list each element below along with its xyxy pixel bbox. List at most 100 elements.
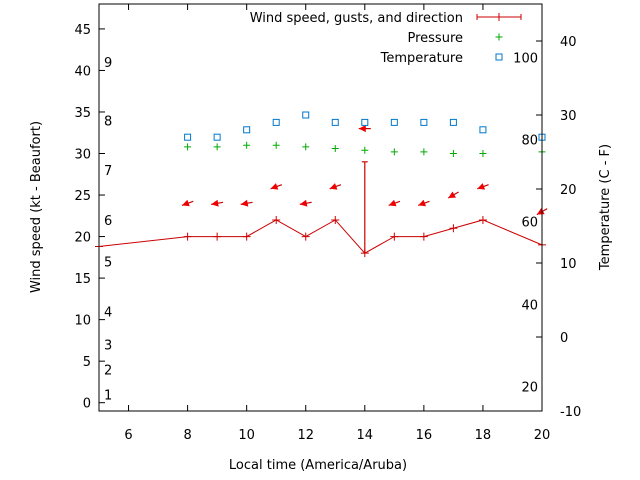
beaufort-label: 1 [104,388,112,403]
arrow-head [181,199,190,207]
gust-bar [361,161,368,254]
wind-speed-point [213,232,222,241]
legend-swatch [495,53,503,61]
y2-tick-label: 10 [560,257,577,272]
pressure-point [331,145,339,153]
y2-tick-label: 0 [560,331,568,346]
plot-frame [98,3,543,412]
legend-swatch [476,13,522,21]
fahrenheit-label: 80 [521,133,538,148]
temperature-point [420,118,428,126]
wind-speed-point [242,232,251,241]
y2-tick-label: 40 [560,35,577,50]
temperature-point [184,133,192,141]
wind-speed-point [478,215,487,224]
wind-speed-point [331,215,340,224]
arrow-head [211,199,219,207]
pressure-point [184,143,192,151]
beaufort-label: 2 [104,363,112,378]
x-tick-label: 14 [357,428,374,443]
pressure-point [361,146,369,154]
wind-direction-arrow [329,183,342,190]
x-tick-label: 18 [475,428,492,443]
arrow-head [358,125,366,133]
wind-direction-arrow [447,191,459,199]
temperature-point [479,126,487,134]
beaufort-label: 7 [104,164,112,179]
arrow-head [477,183,486,190]
pressure-point [213,143,221,151]
arrow-head [536,208,545,215]
x-tick-label: 16 [416,428,433,443]
wind-direction-arrow [477,183,489,190]
wind-speed-point [419,232,428,241]
legend-label: Temperature [380,51,463,66]
temperature-point [302,111,310,119]
arrow-head [240,199,249,207]
temperature-point [213,133,221,141]
x-tick-label: 20 [534,428,551,443]
wind-direction-arrow [299,199,312,207]
arrow-head [418,199,427,207]
temperature-point [449,118,457,126]
y-tick-label: 20 [74,231,91,246]
wind-direction-arrow [418,199,430,207]
y2-tick-label: -10 [560,405,581,420]
beaufort-label: 3 [104,339,112,354]
arrow-head [270,183,279,190]
legend-label: Pressure [407,31,463,46]
wind-speed-point [390,232,399,241]
wind-direction-arrow [388,199,401,207]
y-tick-label: 25 [74,189,91,204]
y2-tick-label: 20 [560,183,577,198]
beaufort-label: 6 [104,214,112,229]
beaufort-label: 9 [104,56,112,71]
pressure-point [479,150,487,158]
y-tick-label: 30 [74,148,91,163]
pressure-point [272,141,280,149]
x-tick-label: 12 [297,428,314,443]
arrow-head [388,199,397,207]
wind-speed-line [98,219,543,254]
y-axis-label-right: Temperature (C - F) [598,144,613,271]
y-tick-label: 15 [74,272,91,287]
fahrenheit-label: 60 [521,216,538,231]
beaufort-label: 5 [104,255,112,270]
fahrenheit-label: 40 [521,298,538,313]
beaufort-label: 8 [104,114,112,129]
temperature-point [361,118,369,126]
legend-label: Wind speed, gusts, and direction [250,11,463,26]
wind-direction-arrow [181,199,194,207]
wind-direction-arrow [240,199,253,207]
y-tick-label: 5 [83,355,91,370]
arrow-head [448,191,457,199]
fahrenheit-label: 100 [513,51,538,66]
wind-speed-point [272,215,281,224]
x-tick-label: 10 [238,428,255,443]
wind-direction-arrow [211,199,224,207]
y-tick-label: 45 [74,23,91,38]
x-tick-label: 6 [124,428,132,443]
arrow-head [299,199,308,207]
temperature-point [243,126,251,134]
wind-speed-point [183,232,192,241]
pressure-point [449,150,457,158]
wind-speed-point [449,224,458,233]
pressure-point [243,141,251,149]
y-axis-label-left: Wind speed (kt - Beaufort) [29,121,44,293]
pressure-point [390,148,398,156]
pressure-point [302,143,310,151]
temperature-point [272,118,280,126]
legend-swatch [495,33,503,41]
arrow-head [329,183,338,190]
y-tick-label: 0 [83,397,91,412]
fahrenheit-label: 20 [521,381,538,396]
beaufort-label: 4 [104,305,112,320]
wind-direction-arrow [358,125,371,133]
y-tick-label: 40 [74,64,91,79]
x-axis-label: Local time (America/Aruba) [229,458,407,473]
y-tick-label: 35 [74,106,91,121]
y2-tick-label: 30 [560,109,577,124]
temperature-point [331,118,339,126]
